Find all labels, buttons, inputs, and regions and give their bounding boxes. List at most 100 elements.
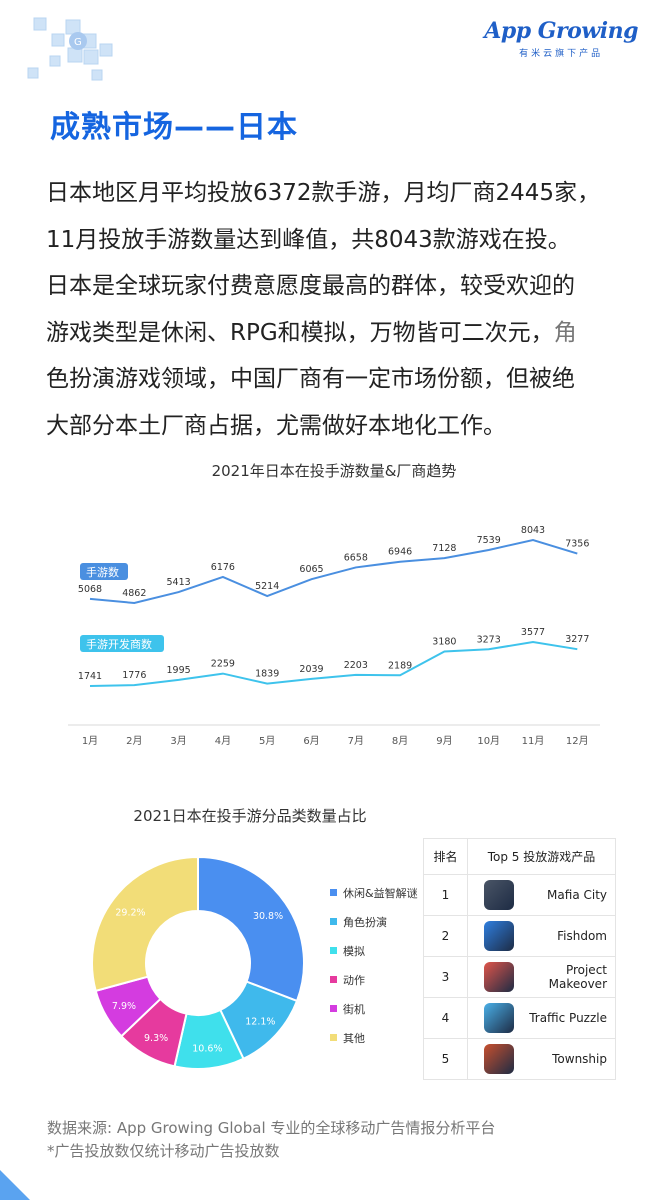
legend-swatch (330, 976, 337, 983)
game-name: Traffic Puzzle (529, 1011, 607, 1025)
rank-cell: 1 (423, 874, 468, 916)
x-tick-label: 7月 (348, 735, 364, 747)
slice-label: 7.9% (112, 1001, 136, 1012)
intro-line: 大部分本土厂商占据，尤需做好本地化工作。 (46, 412, 506, 439)
legend-item: 街机 (330, 994, 418, 1023)
svg-text:G: G (74, 37, 82, 48)
data-label: 1839 (255, 669, 279, 680)
logo-text: App Growing (484, 18, 638, 44)
x-tick-label: 11月 (522, 735, 545, 747)
data-label: 6065 (299, 564, 323, 575)
game-name: Township (552, 1052, 607, 1066)
legend-label: 其他 (343, 1031, 365, 1045)
legend-swatch (330, 1005, 337, 1012)
legend-label: 休闲&益智解谜 (343, 886, 418, 900)
legend-label: 街机 (343, 1002, 365, 1016)
page-title: 成熟市场——日本 (50, 110, 298, 145)
traffic-puzzle-icon (484, 1003, 514, 1033)
legend-swatch (330, 947, 337, 954)
series-tag (80, 635, 164, 652)
pie-slice (197, 855, 305, 1003)
data-label: 6946 (388, 547, 412, 558)
table-row: 5 Township (423, 1038, 616, 1080)
x-tick-label: 9月 (436, 735, 452, 747)
cube-decoration: G (27, 17, 113, 81)
footer-note: *广告投放数仅统计移动广告投放数 (47, 1142, 280, 1160)
pie-slice (91, 855, 199, 993)
pie-chart-title: 2021日本在投手游分品类数量占比 (133, 807, 367, 825)
slice-label: 12.1% (245, 1017, 275, 1028)
x-tick-label: 1月 (82, 735, 98, 747)
data-label: 3577 (521, 627, 545, 638)
legend-swatch (330, 918, 337, 925)
legend-item: 模拟 (330, 936, 418, 965)
x-tick-label: 3月 (170, 735, 186, 747)
slice-label: 9.3% (144, 1033, 168, 1044)
data-label: 2189 (388, 660, 412, 671)
intro-line: 11月投放手游数量达到峰值，共8043款游戏在投。 (46, 226, 571, 253)
footer: 数据来源: App Growing Global 专业的全球移动广告情报分析平台… (47, 1117, 495, 1163)
donut-chart: 30.8% 12.1% 10.6% 9.3% 7.9% 29.2% (91, 855, 305, 1070)
legend-item: 动作 (330, 965, 418, 994)
fishdom-icon (484, 921, 514, 951)
data-label: 7539 (477, 535, 501, 546)
legend-swatch (330, 1034, 337, 1041)
data-label: 5068 (78, 584, 102, 595)
legend-label: 模拟 (343, 944, 365, 958)
product-header: Top 5 投放游戏产品 (467, 838, 616, 875)
top5-table: 排名 Top 5 投放游戏产品 1 Mafia City 2 Fishdom 3 Proj… (423, 838, 616, 1080)
x-tick-label: 6月 (303, 735, 319, 747)
product-cell: Township (467, 1038, 616, 1080)
logo-subtitle: 有米云旗下产品 (519, 49, 604, 59)
data-label: 6176 (211, 562, 235, 573)
data-label: 2203 (344, 660, 368, 671)
data-source: 数据来源: App Growing Global 专业的全球移动广告情报分析平台 (47, 1119, 496, 1137)
data-label: 1741 (78, 671, 102, 682)
pie-legend: 休闲&益智解谜角色扮演模拟动作街机其他 (330, 878, 418, 1052)
slice-label: 10.6% (192, 1043, 222, 1054)
x-tick-label: 4月 (215, 735, 231, 747)
game-name: Fishdom (557, 929, 607, 943)
table-row: 2 Fishdom (423, 915, 616, 957)
legend-item: 其他 (330, 1023, 418, 1052)
legend-label: 动作 (343, 973, 365, 987)
product-cell: Traffic Puzzle (467, 997, 616, 1039)
game-name: Project Makeover (548, 963, 607, 991)
legend-item: 休闲&益智解谜 (330, 878, 418, 907)
data-label: 3277 (565, 634, 589, 645)
data-label: 1776 (122, 670, 146, 681)
table-row: 1 Mafia City (423, 874, 616, 916)
township-icon (484, 1044, 514, 1074)
project-makeover-icon (484, 962, 514, 992)
x-tick-label: 5月 (259, 735, 275, 747)
series-line (89, 538, 578, 605)
x-tick-label: 2月 (126, 735, 142, 747)
intro-paragraph: 日本地区月平均投放6372款手游，月均厂商2445家， 11月投放手游数量达到峰… (46, 170, 646, 449)
data-label: 6658 (344, 552, 368, 563)
slice-label: 30.8% (253, 911, 283, 922)
game-name: Mafia City (547, 888, 607, 902)
line-chart: 1月 2月 3月 4月 5月 6月 7月 8月 9月 10月 11月 12月 5068 4862 5413 6… (68, 525, 600, 747)
table-row: 4 Traffic Puzzle (423, 997, 616, 1039)
legend-item: 角色扮演 (330, 907, 418, 936)
rank-cell: 5 (423, 1038, 468, 1080)
data-label: 8043 (521, 525, 545, 536)
data-label: 7128 (432, 543, 456, 554)
series-line (89, 640, 578, 687)
intro-line-tail: 角 (553, 319, 577, 346)
corner-decoration (0, 1170, 30, 1200)
intro-line: 游戏类型是休闲、RPG和模拟，万物皆可二次元，角 (46, 310, 646, 357)
data-label: 3273 (477, 634, 501, 645)
rank-cell: 2 (423, 915, 468, 957)
table-row: 3 Project Makeover (423, 956, 616, 998)
x-tick-label: 10月 (477, 735, 500, 747)
data-label: 1995 (167, 665, 191, 676)
data-label: 2039 (299, 664, 323, 675)
x-tick-label: 8月 (392, 735, 408, 747)
data-label: 2259 (211, 659, 235, 670)
slice-label: 29.2% (115, 907, 145, 918)
intro-line: 日本是全球玩家付费意愿度最高的群体，较受欢迎的 (46, 273, 575, 299)
intro-line: 日本地区月平均投放6372款手游，月均厂商2445家， (46, 180, 601, 206)
rank-cell: 4 (423, 997, 468, 1039)
legend-swatch (330, 889, 337, 896)
